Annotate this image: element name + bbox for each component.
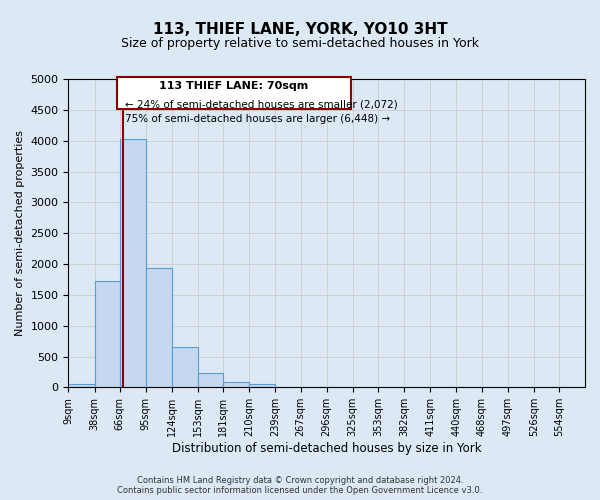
Bar	[146, 268, 172, 388]
Bar	[120, 139, 146, 388]
Text: Contains HM Land Registry data © Crown copyright and database right 2024.: Contains HM Land Registry data © Crown c…	[137, 476, 463, 485]
Bar	[172, 348, 198, 388]
Bar	[198, 372, 223, 388]
Bar	[223, 382, 250, 388]
Bar	[68, 384, 95, 388]
FancyBboxPatch shape	[117, 78, 351, 109]
Text: ← 24% of semi-detached houses are smaller (2,072): ← 24% of semi-detached houses are smalle…	[125, 99, 398, 109]
Text: Size of property relative to semi-detached houses in York: Size of property relative to semi-detach…	[121, 38, 479, 51]
Bar	[95, 282, 120, 388]
Text: Contains public sector information licensed under the Open Government Licence v3: Contains public sector information licen…	[118, 486, 482, 495]
Text: 75% of semi-detached houses are larger (6,448) →: 75% of semi-detached houses are larger (…	[125, 114, 390, 124]
Y-axis label: Number of semi-detached properties: Number of semi-detached properties	[15, 130, 25, 336]
Text: 113 THIEF LANE: 70sqm: 113 THIEF LANE: 70sqm	[160, 80, 308, 90]
Text: 113, THIEF LANE, YORK, YO10 3HT: 113, THIEF LANE, YORK, YO10 3HT	[152, 22, 448, 38]
Bar	[250, 384, 275, 388]
X-axis label: Distribution of semi-detached houses by size in York: Distribution of semi-detached houses by …	[172, 442, 482, 455]
